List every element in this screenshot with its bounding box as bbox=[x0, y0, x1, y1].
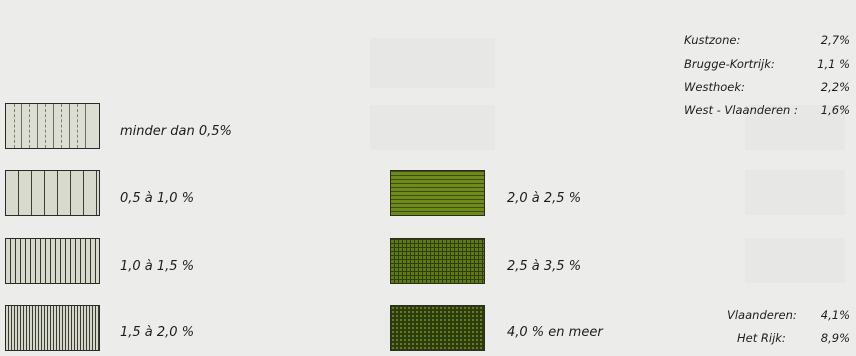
region-value-brugge-kortrijk: 1,1 % bbox=[817, 57, 850, 71]
legend-label: 1,5 à 2,0 % bbox=[120, 325, 195, 340]
background-ghost bbox=[745, 238, 845, 283]
legend-swatch-1-5-2-0 bbox=[5, 305, 100, 351]
region-value-westhoek: 2,2% bbox=[820, 80, 850, 94]
region-name-west-vlaanderen: West - Vlaanderen : bbox=[684, 103, 798, 117]
legend-swatch-0-5-1-0 bbox=[5, 170, 100, 216]
legend-swatch-2-5-3-5 bbox=[390, 238, 485, 284]
background-ghost bbox=[370, 105, 495, 150]
background-ghost bbox=[745, 105, 845, 150]
region-name-brugge-kortrijk: Brugge-Kortrijk: bbox=[684, 57, 775, 71]
total-value-het-rijk: 8,9% bbox=[820, 331, 850, 345]
legend-label: 2,0 à 2,5 % bbox=[507, 191, 582, 206]
background-ghost bbox=[370, 38, 495, 88]
legend-swatch-2-0-2-5 bbox=[390, 170, 485, 216]
legend-swatch-lt-0-5 bbox=[5, 103, 100, 149]
legend-label: minder dan 0,5% bbox=[120, 124, 232, 139]
region-name-kustzone: Kustzone: bbox=[684, 33, 741, 47]
legend-swatch-4-0-plus bbox=[390, 305, 485, 351]
total-value-vlaanderen: 4,1% bbox=[820, 308, 850, 322]
legend-label: 1,0 à 1,5 % bbox=[120, 259, 195, 274]
total-name-het-rijk: Het Rijk: bbox=[737, 331, 786, 345]
total-name-vlaanderen: Vlaanderen: bbox=[727, 308, 797, 322]
legend-label: 4,0 % en meer bbox=[507, 325, 603, 340]
legend-swatch-1-0-1-5 bbox=[5, 238, 100, 284]
legend-label: 0,5 à 1,0 % bbox=[120, 191, 195, 206]
region-value-kustzone: 2,7% bbox=[820, 33, 850, 47]
background-ghost bbox=[745, 170, 845, 215]
region-name-westhoek: Westhoek: bbox=[684, 80, 745, 94]
region-value-west-vlaanderen: 1,6% bbox=[820, 103, 850, 117]
legend-label: 2,5 à 3,5 % bbox=[507, 259, 582, 274]
